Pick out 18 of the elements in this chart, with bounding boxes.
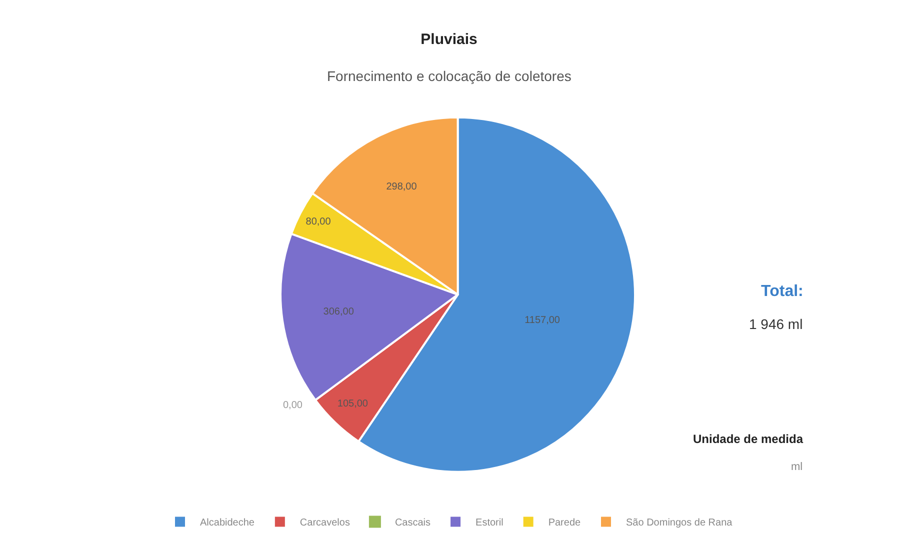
legend-label: Estoril <box>476 518 504 529</box>
data-label: 298,00 <box>386 182 418 193</box>
data-label: 1157,00 <box>524 315 560 326</box>
text: 0,00 <box>283 400 302 411</box>
data-label: 105,00 <box>337 398 368 410</box>
legend-label: Carcavelos <box>300 518 350 529</box>
data-label: 80,00 <box>306 216 332 228</box>
legend-label: Alcabideche <box>200 518 255 529</box>
legend-label: São Domingos de Rana <box>626 518 733 529</box>
chart-subtitle: Fornecimento e colocação de coletores <box>327 68 572 84</box>
legend-label: Parede <box>548 518 582 529</box>
legend-label: Cascais <box>394 518 431 529</box>
text: ml <box>791 461 803 473</box>
text: 1 946 ml <box>749 316 803 332</box>
chart-title: Pluviais <box>420 30 478 48</box>
data-label: 306,00 <box>323 306 354 318</box>
text: Unidade de medida <box>693 432 804 446</box>
text: Total: <box>761 283 804 300</box>
